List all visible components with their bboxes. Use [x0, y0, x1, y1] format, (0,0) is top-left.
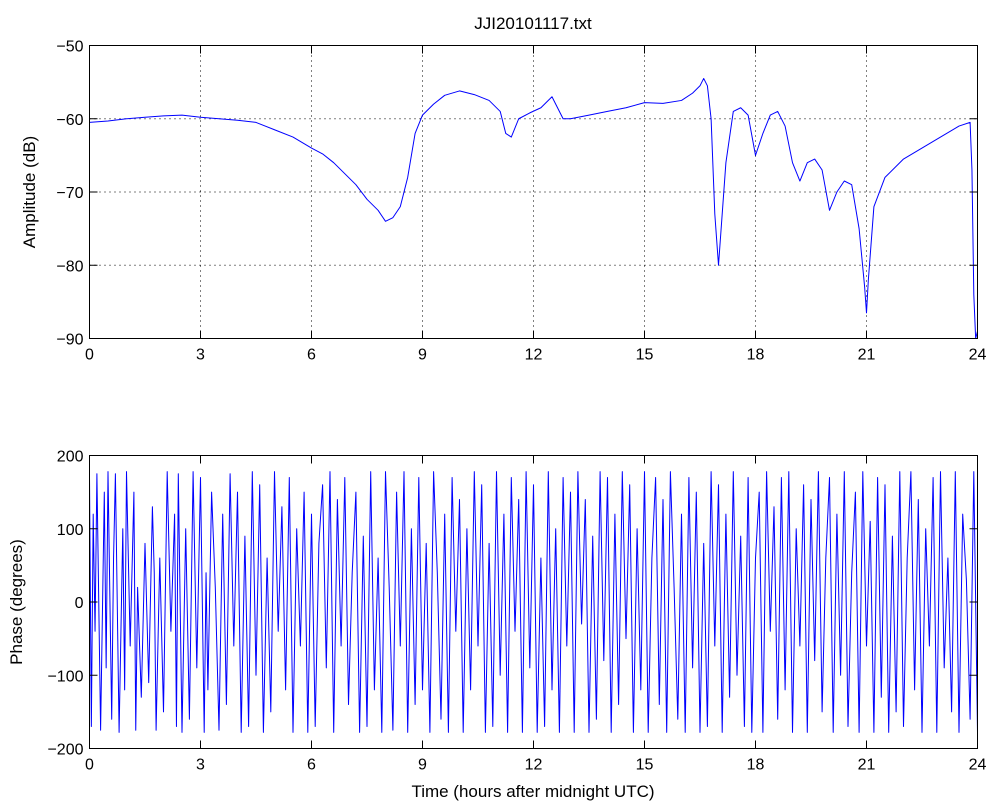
phase-x-tick-label: 15: [636, 757, 654, 774]
amplitude-plot: 0 3 6 9 12 15 18 21 24 −90 −80 −70 −60 −50 Amplitude …: [20, 39, 987, 364]
amplitude-x-tick-label: 9: [418, 347, 427, 364]
phase-series-line: [89, 471, 978, 733]
phase-x-tick-label: 21: [858, 757, 876, 774]
phase-x-tick-label: 9: [418, 757, 427, 774]
phase-x-tick-label: 12: [525, 757, 543, 774]
amplitude-y-tick-label: −80: [56, 258, 83, 275]
phase-y-tick-label: −100: [47, 668, 83, 685]
chart-title: JJI20101117.txt: [474, 14, 592, 33]
amplitude-x-tick-label: 15: [636, 347, 654, 364]
phase-series-group: [89, 471, 978, 733]
phase-y-tick-label: 0: [75, 595, 84, 612]
amplitude-ticks: 0 3 6 9 12 15 18 21 24 −90 −80 −70 −60 −50: [56, 39, 986, 364]
amplitude-y-axis-label: Amplitude (dB): [20, 136, 39, 248]
phase-y-tick-label: 200: [57, 449, 84, 466]
amplitude-y-tick-label: −60: [56, 112, 83, 129]
phase-x-axis-label: Time (hours after midnight UTC): [411, 782, 654, 801]
amplitude-x-tick-label: 21: [858, 347, 876, 364]
phase-plot: 0 3 6 9 12 15 18 21 24 −200 −100 0 100 200 Phase (deg…: [7, 449, 987, 802]
amplitude-x-tick-label: 6: [307, 347, 316, 364]
amplitude-y-tick-label: −90: [56, 332, 83, 349]
amplitude-series-group: [89, 77, 978, 339]
phase-y-tick-label: 100: [57, 522, 84, 539]
phase-x-tick-label: 24: [969, 757, 987, 774]
amplitude-x-tick-label: 3: [196, 347, 205, 364]
phase-y-axis-label: Phase (degrees): [7, 539, 26, 665]
phase-x-tick-label: 6: [307, 757, 316, 774]
phase-y-tick-label: −200: [47, 742, 83, 759]
amplitude-grid: [89, 45, 978, 339]
amplitude-y-tick-label: −50: [56, 39, 83, 56]
phase-ticks: 0 3 6 9 12 15 18 21 24 −200 −100 0 100 200: [47, 449, 986, 774]
phase-x-tick-label: 18: [747, 757, 765, 774]
amplitude-x-tick-label: 0: [85, 347, 94, 364]
phase-x-tick-label: 3: [196, 757, 205, 774]
amplitude-x-tick-label: 18: [747, 347, 765, 364]
phase-x-tick-label: 0: [85, 757, 94, 774]
amplitude-series-line: [89, 77, 978, 339]
amplitude-x-tick-label: 24: [969, 347, 987, 364]
amplitude-y-tick-label: −70: [56, 185, 83, 202]
amplitude-x-tick-label: 12: [525, 347, 543, 364]
